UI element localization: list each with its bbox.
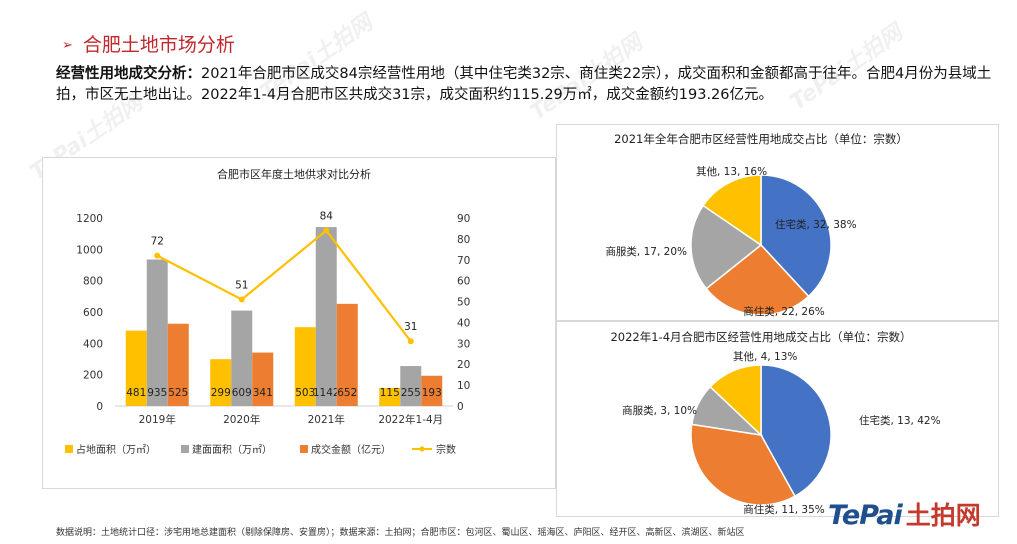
legend-swatch	[300, 445, 308, 453]
line-point	[238, 296, 245, 303]
bar-value-label: 115	[380, 387, 400, 399]
pie-slice-label: 住宅类, 32, 38%	[775, 218, 857, 231]
legend-label: 宗数	[436, 443, 456, 456]
line-value-label: 84	[320, 211, 334, 223]
bar-chart-panel: 合肥市区年度土地供求对比分析 0 200 400 600 800 1000 1200 0 10 20…	[42, 157, 556, 489]
pie-chart-2022: 2022年1-4月合肥市区经营性用地成交占比（单位：宗数） 住宅类, 13, 42…	[610, 330, 941, 516]
pie-slice-label: 商住类, 22, 26%	[743, 305, 825, 318]
bar	[400, 366, 422, 406]
pie-slice	[709, 364, 762, 437]
title-arrow-icon: ➢	[62, 38, 73, 53]
x-tick-label: 2020年	[223, 413, 260, 426]
summary-text: 2021年合肥市区成交84宗经营性用地（其中住宅类32宗、商住类22宗），成交面…	[56, 66, 992, 103]
legend-swatch	[181, 445, 189, 453]
bar	[210, 359, 232, 406]
pie-title: 2022年1-4月合肥市区经营性用地成交占比（单位：宗数）	[610, 330, 911, 344]
bar-value-label: 193	[422, 387, 442, 399]
y2-tick-label: 50	[457, 297, 470, 309]
line-point	[154, 252, 161, 259]
bar-value-label: 503	[295, 387, 315, 399]
legend-label: 建面面积（万㎡）	[192, 443, 272, 456]
bar	[294, 327, 316, 406]
bar	[379, 387, 401, 406]
y2-tick-label: 40	[457, 317, 470, 329]
logo-cn: 土拍网	[905, 501, 981, 530]
pie-slice	[760, 174, 832, 298]
bar	[231, 310, 253, 406]
y2-tick-label: 30	[457, 338, 470, 350]
y2-tick-label: 70	[457, 255, 470, 267]
tepai-logo: TePai 土拍网	[828, 496, 981, 532]
pie-slice-label: 商服类, 3, 10%	[622, 404, 697, 417]
summary-paragraph: 经营性用地成交分析：2021年合肥市区成交84宗经营性用地（其中住宅类32宗、商…	[56, 64, 1006, 106]
bar	[315, 227, 337, 406]
y2-tick-label: 0	[457, 401, 464, 413]
y-tick-label: 400	[83, 338, 103, 350]
page-title-text: 合肥土地市场分析	[82, 34, 235, 56]
y-tick-label: 0	[96, 401, 103, 413]
y2-tick-label: 10	[457, 380, 470, 392]
line-point	[323, 227, 330, 234]
y-tick-label: 200	[83, 370, 103, 382]
pie-slice	[705, 243, 810, 316]
pie-slice-label: 商住类, 11, 35%	[743, 503, 825, 516]
bar-value-label: 299	[211, 387, 231, 399]
pie-slice	[760, 364, 832, 498]
bar	[146, 259, 168, 406]
y-tick-label: 600	[83, 307, 103, 319]
bar-value-label: 255	[401, 387, 421, 399]
pie-slice	[702, 174, 762, 247]
bar-value-label: 525	[168, 387, 188, 399]
line-value-label: 72	[151, 236, 164, 248]
pie-slice-label: 其他, 13, 16%	[696, 165, 767, 178]
bar	[167, 323, 189, 406]
data-note: 数据说明：土地统计口径：涉宅用地总建面积（剔除保障房、安置房）；数据来源：土拍网…	[56, 528, 745, 538]
bar-value-label: 1142	[313, 387, 340, 399]
y2-tick-label: 80	[457, 234, 470, 246]
legend-swatch-dot	[419, 446, 425, 452]
bar-line-chart: 合肥市区年度土地供求对比分析 0 200 400 600 800 1000 1200 0 10 20…	[65, 167, 470, 456]
x-tick-label: 2022年1-4月	[378, 413, 443, 426]
bar-value-label: 935	[147, 387, 167, 399]
legend-label: 成交金额（亿元）	[311, 443, 391, 456]
pie-slice-label: 其他, 4, 13%	[733, 350, 797, 363]
line-series	[156, 228, 412, 342]
bar	[336, 303, 358, 406]
pie-chart-2021-panel: 2021年全年合肥市区经营性用地成交占比（单位：宗数） 住宅类, 32, 38% 商…	[556, 124, 999, 321]
bar-value-label: 341	[253, 387, 273, 399]
pie-slice-label: 住宅类, 13, 42%	[859, 414, 941, 427]
pie-title: 2021年全年合肥市区经营性用地成交占比（单位：宗数）	[614, 132, 908, 146]
bar	[125, 330, 147, 406]
chart-title: 合肥市区年度土地供求对比分析	[217, 167, 371, 181]
y-tick-label: 800	[83, 276, 103, 288]
bar	[252, 352, 274, 406]
pie-slice	[690, 423, 796, 506]
pie-slice-label: 商服类, 17, 20%	[605, 245, 687, 258]
bar	[421, 375, 443, 406]
pie-chart-2022-panel: 2022年1-4月合肥市区经营性用地成交占比（单位：宗数） 住宅类, 13, 42…	[556, 321, 999, 517]
y2-tick-label: 20	[457, 359, 470, 371]
pie-slice	[690, 204, 763, 290]
bar-value-label: 652	[337, 387, 357, 399]
line-value-label: 31	[404, 321, 417, 333]
y2-tick-label: 90	[457, 213, 470, 225]
x-tick-label: 2019年	[139, 413, 176, 426]
legend-label: 占地面积（万㎡）	[76, 443, 156, 456]
y-tick-label: 1000	[76, 244, 103, 256]
legend-swatch	[65, 445, 73, 453]
bar-value-label: 609	[232, 387, 252, 399]
pie-chart-2021: 2021年全年合肥市区经营性用地成交占比（单位：宗数） 住宅类, 32, 38% 商…	[605, 132, 908, 318]
logo-en: TePai	[828, 500, 903, 531]
summary-label: 经营性用地成交分析：	[56, 66, 201, 82]
x-tick-label: 2021年	[308, 413, 345, 426]
y-tick-label: 1200	[76, 213, 103, 225]
line-value-label: 51	[235, 279, 248, 291]
bar-value-label: 481	[126, 387, 146, 399]
page-title: ➢ 合肥土地市场分析	[62, 30, 235, 57]
line-point	[407, 338, 414, 345]
y2-tick-label: 60	[457, 276, 470, 288]
